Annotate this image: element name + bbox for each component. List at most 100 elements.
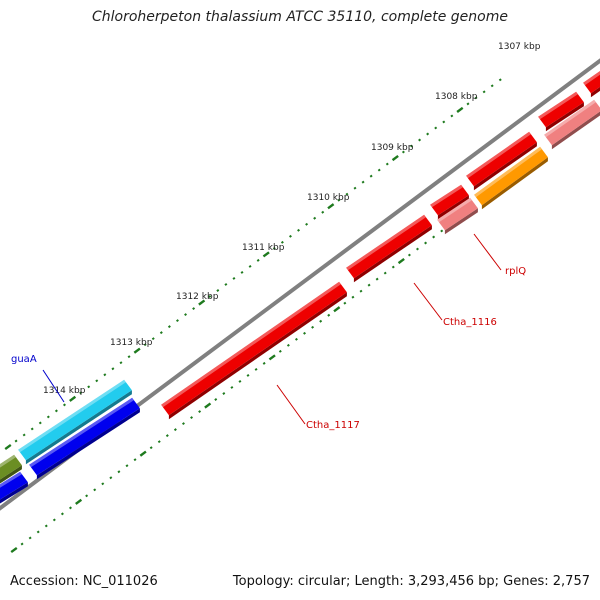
ruler-tick (482, 90, 486, 94)
gene-feature[interactable] (583, 67, 600, 98)
ruler-tick (440, 229, 444, 233)
ruler-tick (262, 251, 270, 258)
gene-feature[interactable] (538, 91, 584, 132)
ruler-tick (173, 428, 177, 432)
ruler-tick (79, 391, 83, 395)
ruler-tick (44, 524, 48, 528)
accession-text: Accession: NC_011026 (10, 574, 158, 589)
gene-feature[interactable] (466, 131, 537, 191)
ruler-tick (192, 307, 196, 311)
ruler-tick (238, 379, 242, 383)
ruler-tick (139, 450, 147, 457)
ruler-tick (280, 240, 284, 244)
gene-label-guaa[interactable]: guaA (11, 354, 37, 365)
ruler-tick (230, 386, 234, 389)
ruler-tick (383, 271, 387, 275)
ruler-tick (20, 542, 24, 546)
gene-feature-ctha-1117[interactable] (161, 281, 347, 420)
ruler-tick (60, 512, 64, 516)
ruler-tick (254, 367, 258, 371)
ruler-tick (434, 126, 438, 130)
ruler-tick (216, 289, 220, 292)
ruler-tick (367, 283, 371, 287)
ruler-tick (167, 325, 171, 329)
gene-label-rplq[interactable]: rplQ (505, 266, 526, 277)
ruler-tick (353, 186, 357, 190)
genome-summary: Topology: circular; Length: 3,293,456 bp… (232, 574, 590, 589)
ruler-label: 1314 kbp (43, 386, 86, 396)
ruler-tick (85, 494, 89, 498)
gene-feature-rplq[interactable] (437, 197, 478, 235)
ruler-tick (151, 337, 155, 341)
ruler-tick (232, 276, 236, 280)
ruler-tick (345, 192, 349, 196)
ruler-tick (28, 536, 32, 540)
ruler-tick (133, 347, 141, 354)
ruler-tick (321, 210, 325, 214)
ruler-tick (157, 440, 161, 444)
ruler-tick (361, 180, 365, 184)
gene-feature-guaa[interactable] (18, 379, 132, 465)
ruler-tick (111, 367, 115, 371)
ruler-tick (278, 349, 282, 353)
ruler-tick (198, 410, 202, 414)
ruler-tick (4, 443, 12, 451)
gene-label-ctha-1116[interactable]: Ctha_1116 (443, 317, 497, 328)
ruler-tick (262, 361, 266, 365)
ruler-tick (426, 132, 430, 136)
ruler-tick (117, 470, 121, 474)
ruler-tick (442, 120, 446, 124)
ruler-tick (184, 313, 188, 317)
gene-feature[interactable] (29, 397, 140, 480)
ruler-tick (407, 253, 411, 257)
ruler-tick (466, 102, 470, 106)
ruler-tick (222, 392, 226, 395)
gene-feature[interactable] (474, 146, 548, 210)
ruler-tick (305, 222, 309, 226)
ruler-tick (208, 295, 212, 298)
ruler-tick (333, 306, 341, 313)
ruler-tick (190, 416, 194, 420)
ruler-tick (474, 96, 478, 100)
label-leaders (42, 233, 502, 425)
gene-feature[interactable] (430, 184, 469, 220)
ruler-tick (93, 488, 97, 492)
ruler-tick (286, 343, 290, 347)
gene-feature-ctha-1116[interactable] (346, 214, 432, 283)
ruler-tick (109, 476, 113, 480)
ruler-tick (165, 434, 169, 438)
ruler-tick (22, 433, 26, 437)
ruler-tick (375, 277, 379, 281)
ruler-tick (69, 395, 77, 402)
label-leader-line (413, 282, 443, 321)
ruler-tick (377, 168, 381, 172)
ruler-tick (69, 506, 72, 510)
ruler-tick (14, 439, 18, 443)
ruler-tick (246, 373, 250, 377)
ruler-tick (385, 162, 389, 166)
ruler-tick (319, 319, 323, 323)
ruler-label: 1307 kbp (498, 42, 541, 52)
ruler-tick (63, 403, 66, 407)
ruler-tick (311, 325, 315, 329)
ruler-tick (456, 106, 464, 113)
ruler-tick (359, 289, 363, 293)
ruler-tick (127, 355, 131, 359)
map-title: Chloroherpeton thalassium ATCC 35110, co… (92, 9, 508, 25)
gene-feature[interactable] (544, 99, 600, 150)
ruler-tick (10, 546, 18, 554)
ruler-tick (36, 530, 40, 534)
ruler-tick (181, 422, 185, 426)
gene-label-ctha-1117[interactable]: Ctha_1117 (306, 420, 360, 431)
ruler-ticks-outer (4, 78, 502, 451)
ruler-tick (327, 313, 331, 317)
ruler-tick (391, 155, 399, 162)
ruler-tick (175, 319, 179, 323)
gene-feature[interactable] (0, 471, 28, 504)
ruler-tick (272, 246, 276, 250)
ruler-ticks-inner (10, 181, 508, 554)
ruler-tick (149, 446, 153, 450)
label-leader-line (276, 384, 306, 425)
gene-feature[interactable] (0, 454, 22, 484)
ruler-tick (418, 138, 422, 142)
